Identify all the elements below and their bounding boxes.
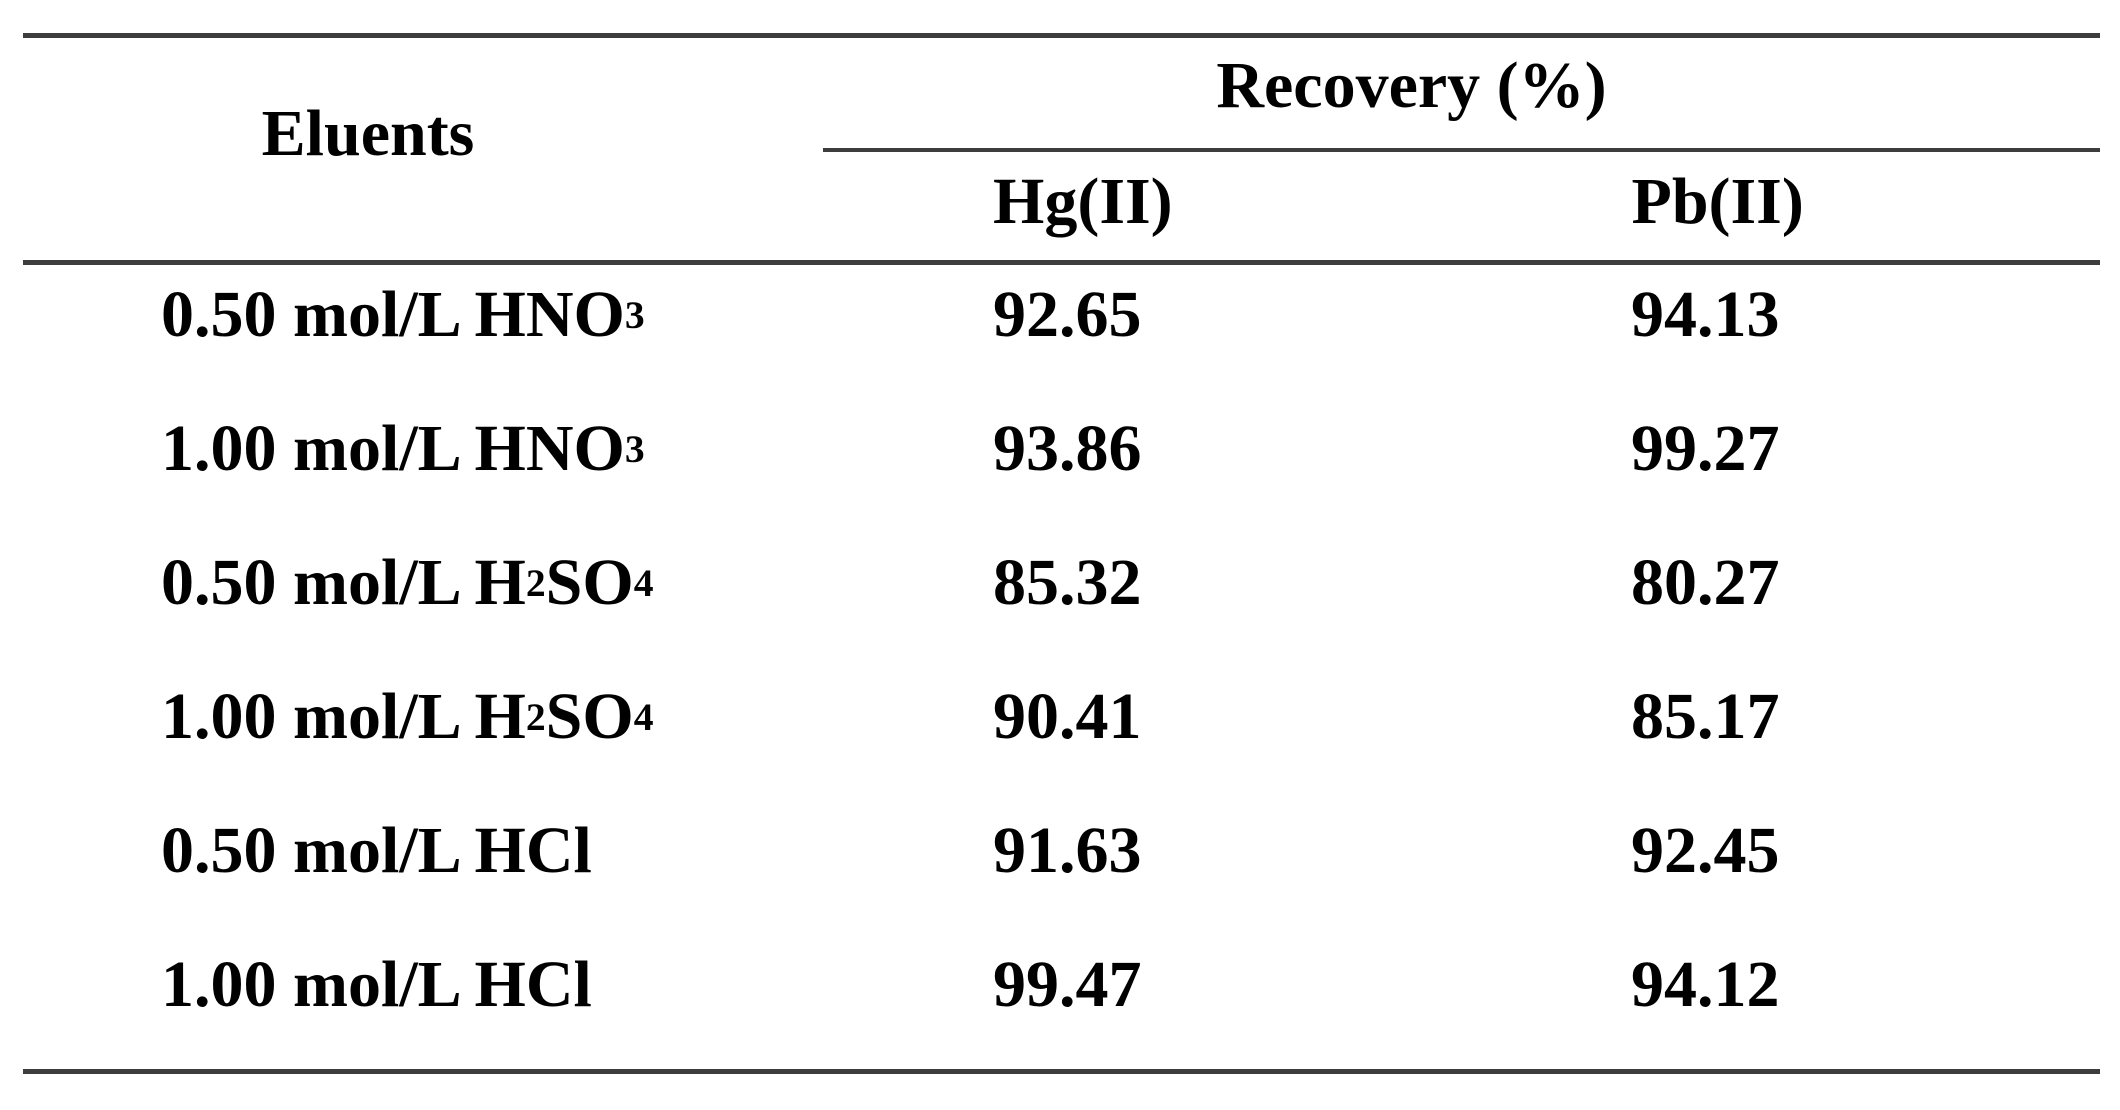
table-row: 0.50 mol/L H 2 SO 4 85.32 80.27	[23, 533, 2100, 667]
eluents-column-header: Eluents	[261, 97, 475, 170]
pb-recovery-value: 80.27	[1631, 546, 1780, 619]
hg-recovery-value: 91.63	[993, 814, 1142, 887]
hg-recovery-value: 99.47	[993, 948, 1142, 1021]
pb-recovery-value: 92.45	[1631, 814, 1780, 887]
eluent-cell: 0.50 mol/L HNO 3	[161, 278, 645, 351]
pb-recovery-value: 99.27	[1631, 412, 1780, 485]
pb-column-header: Pb(II)	[1631, 165, 1804, 238]
hg-column-header: Hg(II)	[993, 165, 1173, 238]
hg-recovery-value: 85.32	[993, 546, 1142, 619]
eluent-cell: 0.50 mol/L H 2 SO 4	[161, 546, 654, 619]
eluent-cell: 1.00 mol/L H 2 SO 4	[161, 680, 654, 753]
table-row: 1.00 mol/L HCl 99.47 94.12	[23, 935, 2100, 1069]
table-row: 1.00 mol/L H 2 SO 4 90.41 85.17	[23, 667, 2100, 801]
hg-recovery-value: 92.65	[993, 278, 1142, 351]
pb-recovery-value: 85.17	[1631, 680, 1780, 753]
hg-recovery-value: 90.41	[993, 680, 1142, 753]
pb-recovery-value: 94.13	[1631, 278, 1780, 351]
eluent-cell: 1.00 mol/L HNO 3	[161, 412, 645, 485]
eluent-cell: 0.50 mol/L HCl	[161, 814, 592, 887]
ion-subheader-row: Hg(II) Pb(II)	[823, 152, 2100, 260]
table-body: 0.50 mol/L HNO 3 92.65 94.13 1.00 mol/L H…	[23, 265, 2100, 1074]
table-row: 0.50 mol/L HCl 91.63 92.45	[23, 801, 2100, 935]
table-row: 1.00 mol/L HNO 3 93.86 99.27	[23, 399, 2100, 533]
eluent-cell: 1.00 mol/L HCl	[161, 948, 592, 1021]
hg-recovery-value: 93.86	[993, 412, 1142, 485]
table-row: 0.50 mol/L HNO 3 92.65 94.13	[23, 265, 2100, 399]
recovery-header-group: Recovery (%) Hg(II) Pb(II)	[823, 38, 2100, 260]
recovery-group-header: Recovery (%)	[823, 38, 2100, 152]
recovery-table: Eluents Recovery (%) Hg(II) Pb(II) 0.50 …	[23, 33, 2100, 1074]
pb-recovery-value: 94.12	[1631, 948, 1780, 1021]
table-header: Eluents Recovery (%) Hg(II) Pb(II)	[23, 33, 2100, 265]
